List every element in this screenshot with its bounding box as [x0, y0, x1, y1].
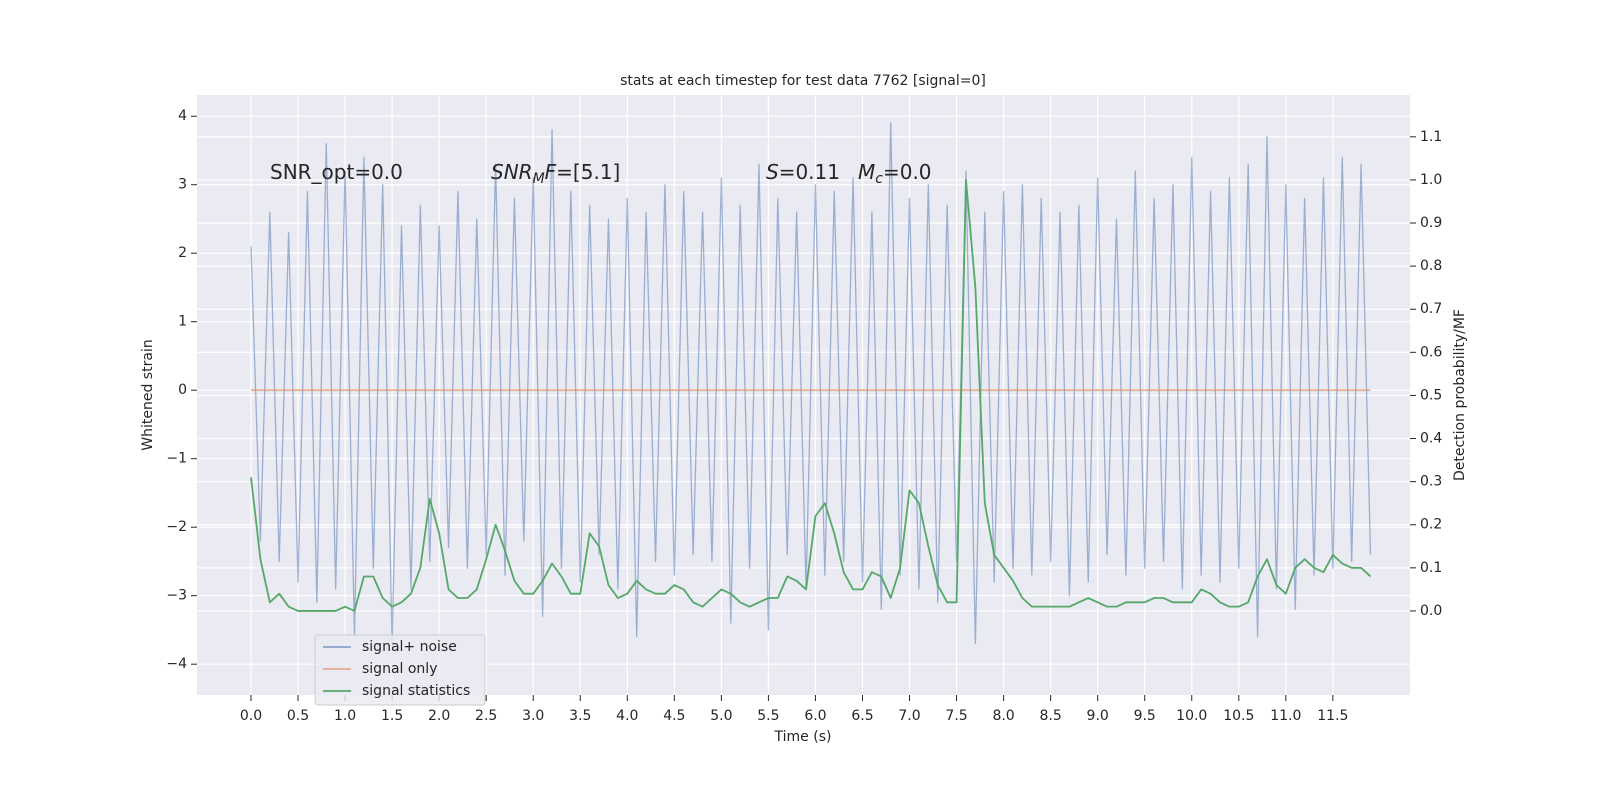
y-tick-label: −4 [166, 656, 187, 672]
x-tick-label: 3.0 [522, 708, 544, 724]
annotation-part: M [533, 171, 545, 187]
y2-tick-label: 0.5 [1420, 387, 1442, 403]
x-tick-label: 10.5 [1223, 708, 1254, 724]
y2-tick-label: 0.0 [1420, 603, 1442, 619]
x-tick-label: 7.0 [898, 708, 920, 724]
x-tick-label: 0.5 [287, 708, 309, 724]
annotation-part: SNR_opt=0.0 [270, 160, 403, 184]
legend-label: signal only [362, 661, 437, 677]
x-tick-label: 1.5 [381, 708, 403, 724]
x-tick-label: 3.5 [569, 708, 591, 724]
x-tick-label: 5.0 [710, 708, 732, 724]
x-tick-label: 9.5 [1134, 708, 1156, 724]
x-tick-label: 0.0 [240, 708, 262, 724]
y2-tick-label: 1.0 [1420, 172, 1442, 188]
y2-axis-label: Detection probability/MF [1452, 309, 1468, 481]
y2-tick-label: 0.8 [1420, 258, 1442, 274]
annotation-part: F [545, 160, 557, 184]
x-tick-label: 2.0 [428, 708, 450, 724]
y-tick-label: 4 [178, 108, 187, 124]
annotation-part: =0.0 [883, 160, 932, 184]
y2-tick-label: 0.6 [1420, 344, 1442, 360]
x-tick-label: 11.0 [1270, 708, 1301, 724]
x-tick-label: 7.5 [945, 708, 967, 724]
annotation: SNRMF=[5.1] [491, 160, 620, 188]
x-tick-label: 8.0 [992, 708, 1014, 724]
legend-box [314, 634, 486, 706]
y2-tick-label: 0.3 [1420, 474, 1442, 490]
x-tick-label: 4.5 [663, 708, 685, 724]
y-tick-label: 2 [178, 245, 187, 261]
y-tick-label: 0 [178, 382, 187, 398]
x-tick-label: 1.0 [334, 708, 356, 724]
x-tick-label: 5.5 [757, 708, 779, 724]
x-tick-label: 9.0 [1087, 708, 1109, 724]
y2-tick-label: 0.1 [1420, 560, 1442, 576]
annotation-part: M [858, 160, 875, 184]
annotation-part: c [875, 171, 883, 187]
x-tick-label: 6.0 [804, 708, 826, 724]
annotation-part: SNR [491, 160, 533, 184]
annotation-part: =0.11 [779, 160, 840, 184]
annotation: SNR_opt=0.0 [270, 160, 403, 184]
annotation: S=0.11 [766, 160, 840, 184]
y2-tick-label: 0.9 [1420, 215, 1442, 231]
x-tick-label: 6.5 [851, 708, 873, 724]
legend-label: signal statistics [362, 683, 470, 699]
y-tick-label: −1 [166, 451, 187, 467]
y2-tick-label: 0.7 [1420, 301, 1442, 317]
x-tick-label: 10.0 [1176, 708, 1207, 724]
y-tick-label: −2 [166, 519, 187, 535]
annotation-part: S [766, 160, 779, 184]
y2-tick-label: 0.2 [1420, 517, 1442, 533]
y2-tick-label: 0.4 [1420, 431, 1442, 447]
x-tick-label: 8.5 [1040, 708, 1062, 724]
x-tick-label: 4.0 [616, 708, 638, 724]
y-tick-label: −3 [166, 588, 187, 604]
x-tick-label: 11.5 [1317, 708, 1348, 724]
series-line [250, 122, 1372, 645]
y2-tick-label: 1.1 [1420, 129, 1442, 145]
legend-label: signal+ noise [362, 639, 457, 655]
annotation-part: =[5.1] [556, 160, 620, 184]
y-axis-label: Whitened strain [140, 339, 156, 450]
x-axis-label: Time (s) [774, 729, 832, 745]
chart-title: stats at each timestep for test data 776… [620, 73, 986, 89]
series-line [250, 179, 1372, 612]
x-tick-label: 2.5 [475, 708, 497, 724]
y-tick-label: 1 [178, 314, 187, 330]
annotation: Mc=0.0 [858, 160, 932, 188]
y-tick-label: 3 [178, 177, 187, 193]
